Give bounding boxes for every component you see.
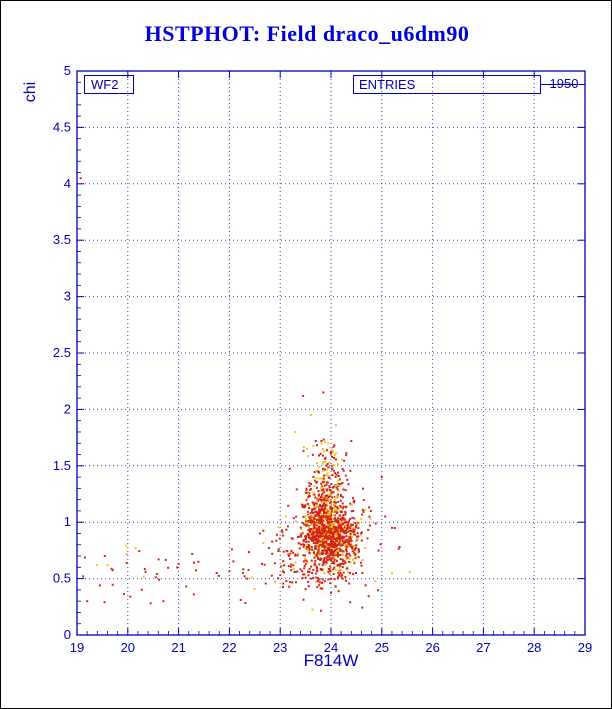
page-title: HSTPHOT: Field draco_u6dm90 xyxy=(144,21,470,46)
detector-label-box: WF2 xyxy=(84,75,134,94)
entries-value: 1950 xyxy=(549,76,579,91)
svg-text:1.5: 1.5 xyxy=(53,458,71,473)
svg-text:28: 28 xyxy=(527,640,541,655)
svg-text:29: 29 xyxy=(578,640,592,655)
svg-text:23: 23 xyxy=(273,640,287,655)
svg-text:3.5: 3.5 xyxy=(53,232,71,247)
svg-text:0.5: 0.5 xyxy=(53,571,71,586)
detector-label: WF2 xyxy=(91,77,119,92)
svg-text:20: 20 xyxy=(121,640,135,655)
svg-text:24: 24 xyxy=(324,640,338,655)
entries-strike-line xyxy=(541,84,585,85)
entries-label: ENTRIES xyxy=(359,77,416,92)
y-axis-label: chi xyxy=(22,81,39,103)
scatter-points xyxy=(79,177,411,612)
svg-text:22: 22 xyxy=(222,640,236,655)
svg-text:0: 0 xyxy=(64,627,71,642)
svg-text:4: 4 xyxy=(64,176,71,191)
svg-text:2: 2 xyxy=(64,401,71,416)
entries-box: ENTRIES xyxy=(353,75,541,94)
svg-text:21: 21 xyxy=(171,640,185,655)
svg-text:27: 27 xyxy=(476,640,490,655)
svg-text:2.5: 2.5 xyxy=(53,345,71,360)
svg-text:4.5: 4.5 xyxy=(53,119,71,134)
svg-text:1: 1 xyxy=(64,514,71,529)
svg-text:5: 5 xyxy=(64,63,71,78)
x-axis-label: F814W xyxy=(303,651,359,670)
svg-text:19: 19 xyxy=(70,640,84,655)
svg-text:26: 26 xyxy=(425,640,439,655)
svg-text:3: 3 xyxy=(64,289,71,304)
svg-text:25: 25 xyxy=(375,640,389,655)
